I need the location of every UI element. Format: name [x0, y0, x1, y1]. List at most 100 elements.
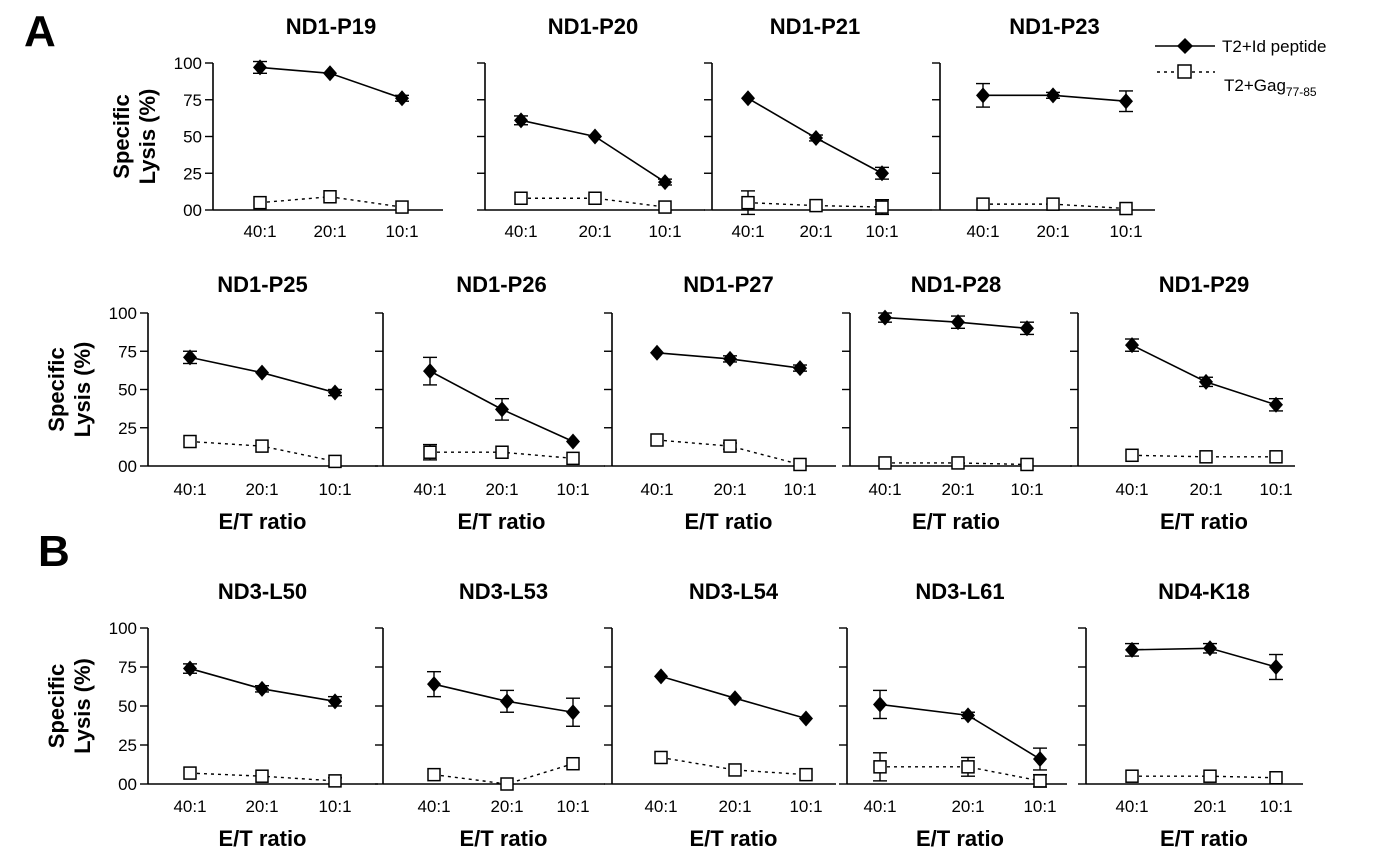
x-tick-label: 40:1 [1115, 797, 1148, 816]
x-tick-label: 10:1 [648, 222, 681, 241]
data-point-id-peptide [961, 707, 975, 724]
data-point-gag [1203, 769, 1217, 783]
chart-panel-nd1-p21: ND1-P21 40:1 20:1 10:1 [704, 14, 932, 241]
data-point-id-peptide [873, 696, 887, 713]
y-tick-label: 50 [118, 697, 137, 716]
y-axis-label: SpecificLysis (%) [44, 658, 95, 754]
series-line-gag [747, 201, 883, 208]
y-tick-label: 25 [118, 736, 137, 755]
series-line-gag [880, 766, 1041, 782]
chart-title: ND4-K18 [1158, 579, 1250, 604]
data-point-id-peptide [427, 676, 441, 693]
data-point-gag [1125, 448, 1139, 463]
panel-label-b: B [38, 527, 70, 576]
y-axis-label: SpecificLysis (%) [109, 89, 160, 185]
x-tick-label: 40:1 [731, 222, 764, 241]
x-tick-label: 10:1 [556, 797, 589, 816]
y-tick-label: 25 [118, 419, 137, 438]
data-point-id-peptide [658, 174, 672, 191]
x-tick-label: 10:1 [789, 797, 822, 816]
data-point-id-peptide [1033, 751, 1047, 768]
data-point-id-peptide [323, 65, 337, 82]
x-tick-label: 20:1 [578, 222, 611, 241]
data-point-id-peptide [1269, 659, 1283, 675]
data-point-gag [1125, 769, 1139, 783]
x-tick-label: 20:1 [799, 222, 832, 241]
legend-gag-marker [1177, 64, 1192, 79]
data-point-gag [323, 190, 337, 204]
data-point-id-peptide [514, 112, 528, 129]
x-tick-label: 40:1 [413, 480, 446, 499]
data-point-id-peptide [588, 128, 602, 145]
data-point-id-peptide [423, 363, 437, 380]
legend: T2+Id peptide T2+Gag77-85 [1155, 37, 1326, 99]
x-tick-label: 10:1 [1259, 480, 1292, 499]
x-tick-label: 40:1 [504, 222, 537, 241]
chart-title: ND1-P20 [548, 14, 638, 39]
data-point-gag [514, 191, 528, 205]
x-tick-label: 40:1 [173, 480, 206, 499]
data-point-gag [500, 777, 514, 791]
x-axis-label: E/T ratio [912, 509, 1000, 534]
data-point-id-peptide [650, 344, 664, 361]
chart-title: ND1-P23 [1009, 14, 1099, 39]
x-tick-label: 40:1 [644, 797, 677, 816]
data-point-id-peptide [328, 384, 342, 401]
y-tick-label: 25 [183, 164, 202, 183]
data-point-id-peptide [654, 668, 668, 685]
y-tick-label: 50 [183, 128, 202, 147]
y-tick-label: 50 [118, 381, 137, 400]
x-tick-label: 40:1 [966, 222, 999, 241]
data-point-gag [255, 439, 269, 453]
data-point-gag [1033, 774, 1047, 788]
data-point-gag [793, 457, 807, 472]
x-tick-label: 10:1 [556, 480, 589, 499]
data-point-id-peptide [1203, 640, 1217, 657]
data-point-gag [1020, 457, 1034, 472]
chart-panel-nd1-p25: ND1-P25 100 75 50 25 00 40:1 20:1 10:1 SpecificLy… [44, 272, 378, 534]
data-point-id-peptide [878, 309, 892, 326]
data-point-gag [423, 445, 437, 459]
x-axis-label: E/T ratio [457, 509, 545, 534]
data-point-id-peptide [1125, 337, 1139, 354]
chart-title: ND1-P21 [770, 14, 860, 39]
legend-id-label: T2+Id peptide [1222, 37, 1326, 56]
data-point-id-peptide [1269, 396, 1283, 413]
data-point-gag [951, 456, 965, 470]
chart-title: ND3-L61 [915, 579, 1004, 604]
chart-panel-nd3-l61: ND3-L61 40:1 20:1 10:1 E/T ratio [839, 579, 1067, 851]
x-axis-label: E/T ratio [916, 826, 1004, 851]
x-tick-label: 10:1 [1010, 480, 1043, 499]
data-point-gag [658, 200, 672, 214]
data-point-id-peptide [183, 660, 197, 677]
data-point-id-peptide [951, 314, 965, 331]
data-point-gag [799, 767, 813, 782]
data-point-gag [728, 763, 742, 777]
legend-id-marker [1177, 38, 1193, 54]
data-point-gag [1199, 450, 1213, 464]
x-tick-label: 20:1 [485, 480, 518, 499]
data-point-gag [1269, 771, 1283, 785]
data-point-gag [1119, 201, 1133, 216]
x-tick-label: 10:1 [385, 222, 418, 241]
chart-panel-nd1-p27: ND1-P27 40:1 20:1 10:1 E/T ratio [604, 272, 836, 534]
data-point-id-peptide [500, 693, 514, 710]
data-point-gag [809, 198, 823, 213]
data-point-gag [875, 200, 889, 214]
data-point-id-peptide [976, 87, 990, 104]
data-point-id-peptide [1046, 87, 1060, 104]
x-axis-label: E/T ratio [1160, 509, 1248, 534]
series-line-gag [1131, 454, 1276, 458]
y-tick-label: 75 [183, 91, 202, 110]
x-tick-label: 20:1 [951, 797, 984, 816]
chart-panel-nd4-k18: ND4-K18 40:1 20:1 10:1 E/T ratio [1078, 579, 1303, 851]
chart-panel-nd1-p23: ND1-P23 40:1 20:1 10:1 [932, 14, 1155, 241]
data-point-gag [873, 760, 887, 774]
x-axis-label: E/T ratio [218, 509, 306, 534]
data-point-id-peptide [741, 90, 755, 107]
chart-title: ND1-P27 [683, 272, 773, 297]
data-point-id-peptide [255, 364, 269, 381]
x-axis-label: E/T ratio [1160, 826, 1248, 851]
x-tick-label: 20:1 [713, 480, 746, 499]
